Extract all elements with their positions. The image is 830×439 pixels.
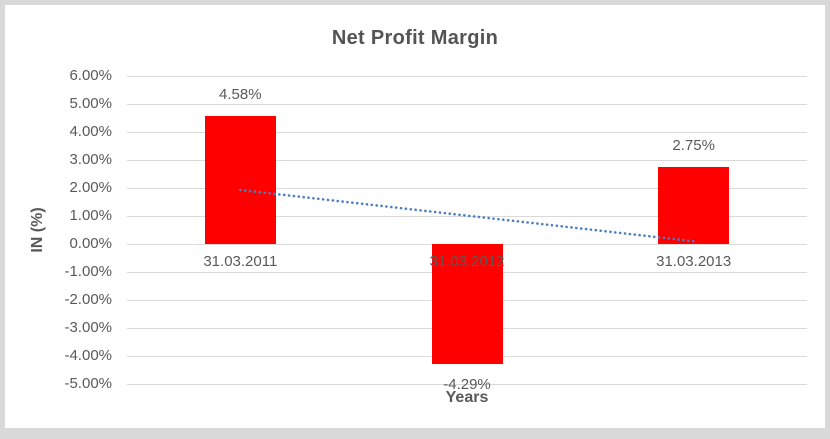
- y-axis-tick-label: -3.00%: [64, 319, 112, 336]
- y-axis-tick-label: 5.00%: [69, 95, 112, 112]
- chart-area: Net Profit Margin IN (%) 6.00% 5.00% 4.00%…: [5, 5, 825, 428]
- y-axis-tick-label: 4.00%: [69, 123, 112, 140]
- y-axis-tick-label: 3.00%: [69, 151, 112, 168]
- y-axis-tick-label: -2.00%: [64, 291, 112, 308]
- gridline: [127, 76, 807, 77]
- bar: [204, 116, 276, 244]
- y-axis-tick-label: 2.00%: [69, 179, 112, 196]
- x-axis-title: Years: [445, 389, 489, 406]
- gridline: [127, 104, 807, 105]
- x-axis-category-label: 31.03.2013: [656, 253, 732, 270]
- chart-title: Net Profit Margin: [331, 27, 499, 49]
- y-axis-tick-label: 6.00%: [69, 67, 112, 84]
- y-axis-tick-label: -4.00%: [64, 347, 112, 364]
- gridline: [127, 132, 807, 133]
- bar: [431, 244, 503, 364]
- y-axis-tick-label: 1.00%: [69, 207, 112, 224]
- plot-area: 6.00% 5.00% 4.00% 3.00% 2.00% 1.00% 0.00% -1.00…: [64, 67, 807, 393]
- gridline: [127, 160, 807, 161]
- x-axis-category-label: 31.03.2011: [203, 253, 278, 270]
- x-axis-category-label: 31.03.2012: [429, 253, 505, 270]
- gridline: [127, 384, 807, 385]
- data-label: -4.29%: [443, 376, 491, 394]
- y-axis-tick-label: -1.00%: [64, 263, 112, 280]
- y-axis-tick-label: -5.00%: [64, 375, 112, 392]
- bar: [658, 167, 730, 244]
- gridline: [127, 188, 807, 189]
- y-axis-tick-label: 0.00%: [69, 235, 112, 252]
- data-label: 2.75%: [672, 137, 715, 154]
- data-label: 4.58%: [219, 85, 262, 103]
